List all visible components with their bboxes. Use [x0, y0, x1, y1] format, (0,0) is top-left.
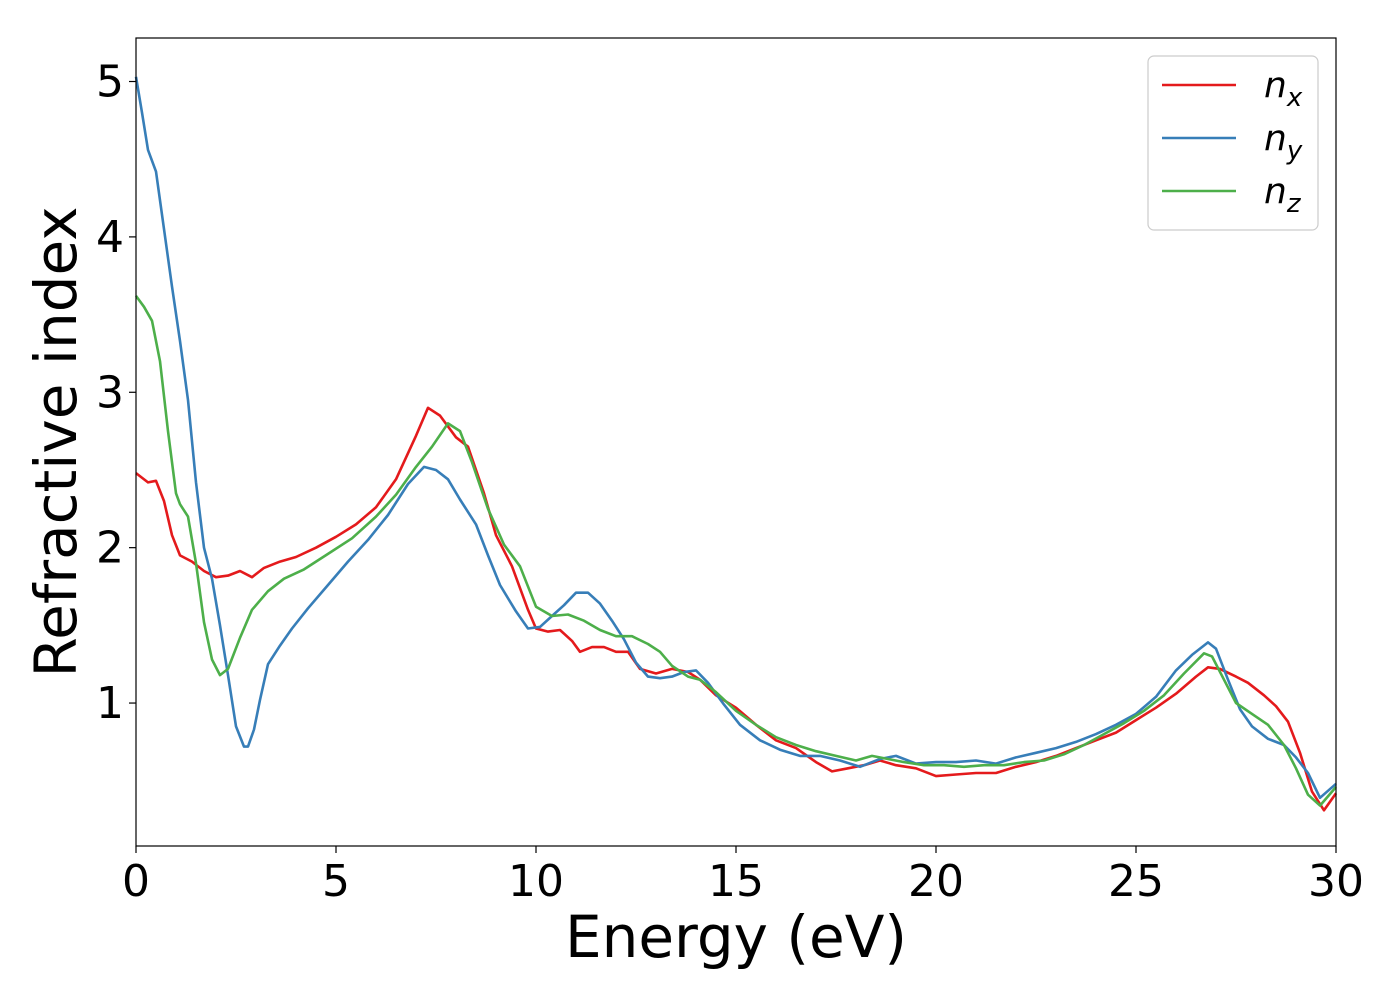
- x-tick-label: 10: [508, 856, 564, 907]
- legend: nx ny nz: [1147, 55, 1319, 231]
- y-tick-label: 5: [96, 57, 124, 108]
- y-tick-label: 3: [96, 367, 124, 418]
- x-tick-label: 20: [908, 856, 964, 907]
- series-line-z: [134, 295, 1337, 807]
- y-tick-label: 2: [96, 523, 124, 574]
- legend-box: [1147, 55, 1319, 231]
- x-tick-label: 5: [322, 856, 350, 907]
- x-axis-ticks: 0 5 10 15 20 25 30: [122, 846, 1364, 907]
- y-tick-label: 1: [96, 678, 124, 729]
- x-tick-label: 0: [122, 856, 150, 907]
- series-layer: [134, 76, 1338, 812]
- legend-label-z: nz: [1264, 171, 1302, 219]
- x-tick-label: 15: [708, 856, 764, 907]
- series-line-x: [135, 406, 1338, 812]
- legend-label-y: ny: [1264, 118, 1303, 166]
- x-tick-label: 30: [1308, 856, 1364, 907]
- x-tick-label: 25: [1108, 856, 1164, 907]
- y-axis-ticks: 1 2 3 4 5: [96, 57, 136, 729]
- x-axis-label: Energy (eV): [565, 903, 907, 971]
- legend-label-x: nx: [1264, 65, 1303, 113]
- series-line-y: [134, 76, 1337, 800]
- y-tick-label: 4: [96, 212, 124, 263]
- y-axis-label: Refractive index: [22, 206, 90, 677]
